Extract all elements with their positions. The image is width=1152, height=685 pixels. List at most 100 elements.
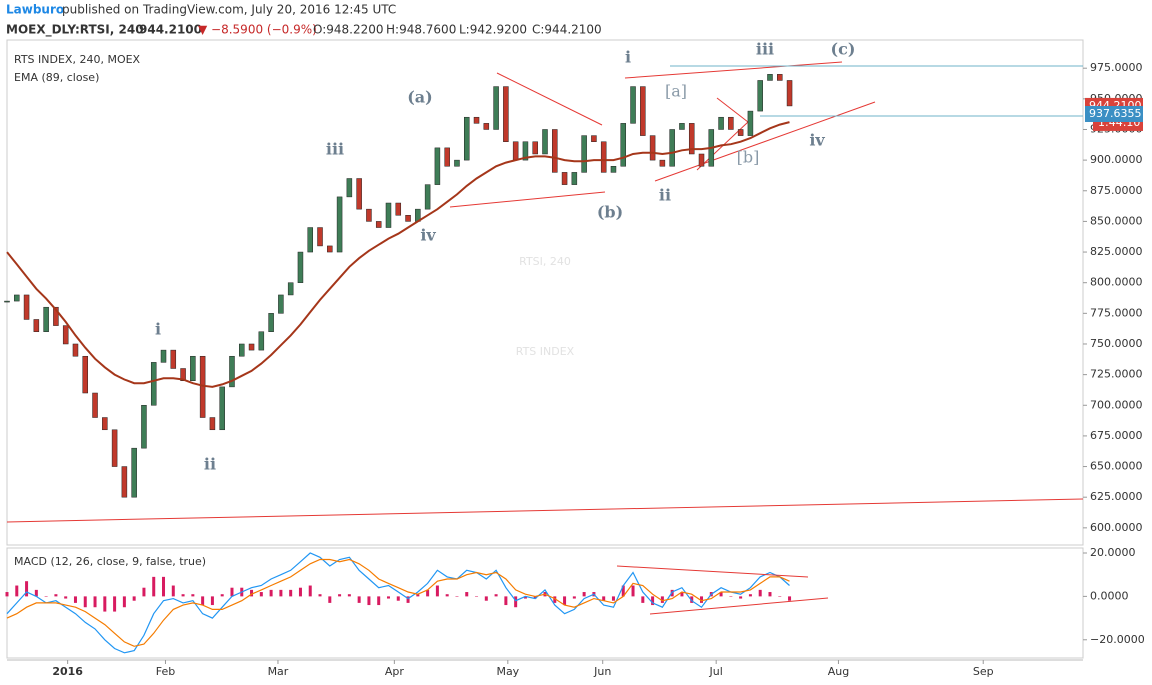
- x-tick-label: Jul: [709, 665, 723, 678]
- candle: [777, 74, 783, 81]
- histogram-bar: [739, 596, 743, 599]
- candle: [493, 86, 499, 130]
- candle: [620, 123, 627, 167]
- histogram-bar: [602, 596, 606, 601]
- candle: [405, 215, 411, 222]
- histogram-bar: [533, 596, 537, 599]
- trend-line: [649, 597, 829, 615]
- histogram-bar: [113, 596, 117, 612]
- histogram-bar: [93, 596, 97, 608]
- x-tick-label: Aug: [828, 665, 849, 678]
- histogram-bar: [553, 596, 557, 603]
- candle: [679, 123, 685, 130]
- candle: [640, 86, 646, 136]
- ema-last: 937.6355: [1089, 107, 1142, 120]
- histogram-bar: [318, 594, 322, 597]
- wave-label: [a]: [665, 82, 687, 101]
- ohlc-low: L:942.9200: [459, 23, 527, 37]
- histogram-bar: [25, 581, 29, 597]
- candle: [454, 159, 460, 167]
- candle: [698, 153, 705, 167]
- y-tick-label: 900.0000: [1090, 153, 1143, 166]
- candle: [62, 325, 69, 345]
- y-tick-label: 875.0000: [1090, 184, 1143, 197]
- candle: [630, 86, 636, 124]
- candle: [424, 184, 431, 210]
- histogram-bar: [298, 587, 302, 597]
- candle: [747, 110, 754, 136]
- y-tick-label: 800.0000: [1090, 276, 1143, 289]
- y-tick-label: 975.0000: [1090, 61, 1143, 74]
- candle: [561, 172, 568, 185]
- candle: [483, 123, 490, 130]
- histogram-bar: [5, 592, 9, 597]
- candle: [43, 306, 49, 332]
- candle: [229, 355, 235, 388]
- wave-label: ii: [659, 186, 671, 205]
- y-tick-label: 650.0000: [1090, 460, 1143, 473]
- candle: [463, 116, 470, 161]
- candle: [131, 447, 137, 498]
- watermark-sub: RTS INDEX: [516, 345, 575, 358]
- trend-line: [496, 72, 603, 126]
- author[interactable]: Lawburo: [6, 3, 64, 17]
- candle: [53, 306, 59, 326]
- histogram-bar: [73, 596, 77, 603]
- y-tick-label: 775.0000: [1090, 306, 1143, 319]
- candle: [180, 368, 186, 382]
- histogram-bar: [191, 594, 195, 597]
- histogram-bar: [201, 596, 205, 606]
- histogram-bar: [122, 596, 126, 608]
- price: 944.2100: [139, 23, 202, 37]
- histogram-bar: [181, 594, 185, 597]
- candle: [278, 294, 284, 314]
- histogram-bar: [651, 596, 655, 606]
- histogram-bar: [563, 596, 567, 606]
- legend-macd: MACD (12, 26, close, 9, false, true): [14, 555, 206, 568]
- wave-label: ii: [204, 455, 216, 474]
- wave-label: i: [625, 48, 631, 67]
- histogram-bar: [660, 596, 664, 603]
- histogram-bar: [386, 596, 390, 599]
- candle: [366, 208, 372, 222]
- trend-line: [449, 191, 606, 208]
- candle: [82, 355, 89, 394]
- change: ▼ −8.5900 (−0.9%): [198, 23, 317, 37]
- ohlc-high: H:948.7600: [386, 23, 456, 37]
- candle: [571, 172, 578, 185]
- histogram-bar: [34, 589, 38, 597]
- candle: [239, 343, 245, 357]
- legend-ema: EMA (89, close): [14, 71, 99, 84]
- histogram-bar: [621, 585, 625, 597]
- histogram-bar: [611, 596, 615, 601]
- histogram-bar: [142, 587, 146, 597]
- candle: [600, 141, 607, 173]
- trend-line: [654, 101, 876, 182]
- candle: [757, 80, 763, 112]
- histogram-bar: [44, 596, 48, 597]
- candle: [121, 466, 128, 498]
- histogram-bar: [455, 596, 459, 597]
- candle: [444, 147, 450, 167]
- histogram-bar: [210, 596, 214, 606]
- candle: [209, 417, 216, 431]
- histogram-bar: [259, 592, 263, 597]
- histogram-bar: [406, 596, 410, 603]
- x-tick-label: May: [496, 665, 519, 678]
- histogram-bar: [748, 594, 752, 597]
- candle: [268, 313, 274, 332]
- candle: [141, 405, 147, 449]
- histogram-bar: [54, 594, 58, 597]
- candle: [473, 116, 480, 124]
- candle: [92, 392, 98, 418]
- y-tick-label: 625.0000: [1090, 490, 1143, 503]
- candle: [581, 135, 587, 173]
- x-tick-label: 2016: [52, 665, 83, 678]
- histogram-bar: [15, 585, 19, 597]
- histogram-bar: [289, 589, 293, 597]
- x-tick-label: Feb: [156, 665, 175, 678]
- candle: [346, 178, 353, 198]
- histogram-bar: [230, 587, 234, 597]
- histogram-bar: [729, 596, 733, 597]
